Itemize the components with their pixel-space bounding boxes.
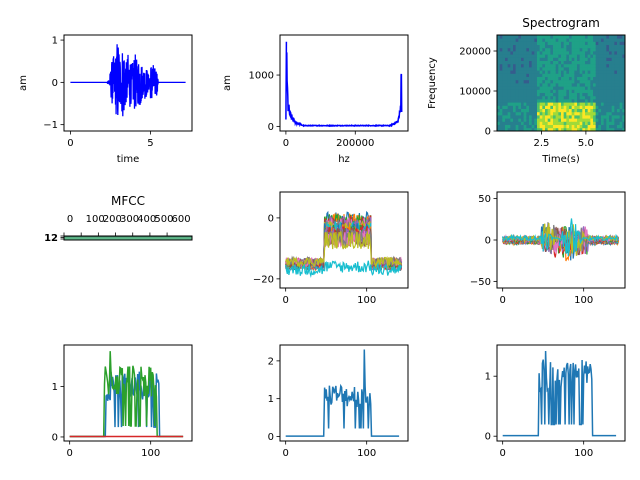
spectrum-xlabel: hz — [338, 154, 350, 165]
mfcc-lines-xtick-label: 0 — [282, 295, 288, 306]
feature-a-line-s2 — [69, 351, 184, 438]
spectrum-ylabel: am — [222, 75, 233, 91]
waveform-ytick-label: −1 — [43, 120, 58, 131]
mfcc-title: MFCC — [111, 194, 145, 208]
delta-lines-series — [502, 218, 620, 262]
feature-c-ytick-label: 0 — [485, 432, 491, 443]
feature-b-ytick-label: 1 — [268, 394, 274, 405]
delta-lines-ytick-label: 0 — [485, 236, 491, 247]
waveform-ytick-label: 0 — [52, 78, 58, 89]
mfcc-lines-ytick-label: −20 — [253, 274, 274, 285]
chart-waveform: 0 5 −1 0 1 time am — [18, 34, 193, 165]
spectrogram-ytick-label: 20000 — [459, 47, 491, 58]
spectrum-frame — [279, 34, 409, 132]
spectrogram-cells — [497, 35, 626, 132]
spectrogram-title: Spectrogram — [522, 16, 600, 30]
feature-c-xtick-label: 100 — [574, 448, 593, 459]
waveform-xtick-label: 0 — [67, 138, 73, 149]
mfcc-lines-xtick-label: 100 — [357, 295, 376, 306]
spectrum-xtick-label: 200000 — [336, 138, 374, 149]
feature-b-xtick-label: 100 — [357, 448, 376, 459]
feature-b-ytick-label: 2 — [268, 356, 274, 367]
waveform-xtick-label: 5 — [147, 138, 153, 149]
spectrogram-frame — [496, 34, 626, 132]
chart-mfcc-lines: 0 100 −20 0 — [253, 191, 409, 306]
mfcc-lines-line — [285, 260, 402, 278]
mfcc-xtick-label: 200 — [103, 214, 122, 225]
mfcc-lines-line — [285, 231, 403, 269]
feature-c-ytick-label: 1 — [485, 372, 491, 383]
mfcc-lines-series — [285, 210, 403, 278]
delta-lines-xtick-label: 0 — [499, 295, 505, 306]
waveform-line — [70, 44, 186, 117]
spectrogram-xtick-label: 5.0 — [578, 138, 594, 149]
feature-b-ytick-label: 0 — [268, 432, 274, 443]
spectrogram-ytick-label: 10000 — [459, 87, 491, 98]
spectrogram-ytick-label: 0 — [485, 127, 491, 138]
delta-lines-ytick-label: 50 — [478, 194, 491, 205]
chart-spectrogram: 2.5 5.0 0 10000 20000 Time(s) Frequency Spectro… — [427, 16, 626, 165]
mfcc-xtick-label: 100 — [86, 214, 105, 225]
spectrogram-xlabel: Time(s) — [541, 154, 580, 165]
chart-spectrum: 0 200000 0 1000 hz am — [222, 34, 409, 165]
feature-a-xtick-label: 100 — [141, 448, 160, 459]
mfcc-ytick-label: 12 — [44, 233, 58, 244]
mfcc-xtick-label: 400 — [137, 214, 156, 225]
feature-a-ytick-label: 1 — [52, 382, 58, 393]
feature-b-line-s1 — [285, 349, 400, 437]
spectrum-ytick-label: 0 — [268, 122, 274, 133]
spectrogram-ylabel: Frequency — [427, 57, 438, 109]
delta-lines-line — [502, 218, 619, 257]
chart-feature-a: 0 100 0 1 — [52, 344, 193, 459]
spectrum-ytick-label: 1000 — [249, 71, 274, 82]
mfcc-xtick-label: 600 — [172, 214, 191, 225]
mfcc-xtick-label: 0 — [67, 214, 73, 225]
mfcc-strip — [64, 236, 192, 240]
mfcc-frame — [63, 235, 193, 241]
delta-lines-ytick-label: −50 — [470, 277, 491, 288]
waveform-xlabel: time — [117, 154, 140, 165]
waveform-ytick-label: 1 — [52, 36, 58, 47]
chart-feature-c: 0 100 0 1 — [485, 344, 626, 459]
mfcc-xtick-label: 300 — [120, 214, 139, 225]
mfcc-lines-frame — [279, 191, 409, 289]
feature-b-xtick-label: 0 — [282, 448, 288, 459]
waveform-frame — [63, 34, 193, 132]
mfcc-xtick-label: 500 — [154, 214, 173, 225]
feature-c-line-s1 — [502, 350, 617, 437]
delta-lines-xtick-label: 100 — [574, 295, 593, 306]
mfcc-strip-edge — [64, 236, 192, 238]
feature-a-ytick-label: 0 — [52, 432, 58, 443]
mfcc-lines-ytick-label: 0 — [268, 213, 274, 224]
spectrum-line — [285, 41, 403, 128]
chart-delta-lines: 0 100 −50 0 50 — [470, 191, 626, 306]
waveform-ylabel: am — [18, 75, 29, 91]
spectrum-xtick-label: 0 — [283, 138, 289, 149]
feature-c-xtick-label: 0 — [499, 448, 505, 459]
feature-a-xtick-label: 0 — [66, 448, 72, 459]
feature-b-frame — [279, 344, 409, 442]
spectrogram-xtick-label: 2.5 — [533, 138, 549, 149]
feature-a-frame — [63, 344, 193, 442]
feature-c-frame — [496, 344, 626, 442]
chart-feature-b: 0 100 0 1 2 — [268, 344, 409, 459]
